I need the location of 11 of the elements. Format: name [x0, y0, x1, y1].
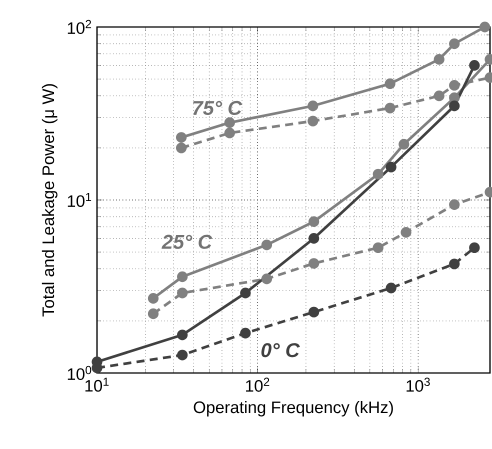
y-tick-label: 10$^{2}$	[68, 20, 92, 34]
x-tick-label: 10$^{1}$	[85, 378, 109, 392]
annotation: 25° C	[162, 234, 212, 249]
annotation: 75° C	[193, 100, 242, 116]
x-tick-label: 10$^{2}$	[246, 378, 270, 392]
x-axis-title: Operating Frequency (kHz)	[194, 400, 393, 416]
y-tick-label: 10$^{0}$	[68, 366, 92, 380]
y-tick-label: 10$^{1}$	[68, 192, 92, 207]
annotation: 0° C	[261, 343, 300, 358]
y-axis-title: Total and Leakage Power (μ W)	[42, 84, 58, 317]
x-tick-label: 10$^{3}$	[406, 378, 430, 392]
